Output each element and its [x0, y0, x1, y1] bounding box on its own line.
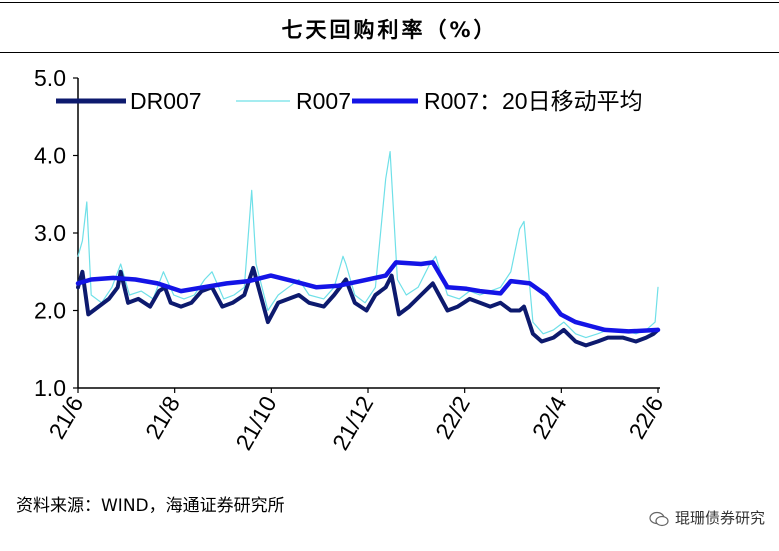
watermark-text: 琨珊债券研究 — [674, 509, 765, 527]
legend-label-r007: R007 — [296, 88, 351, 114]
line-chart: 1.02.03.04.05.0 21/6 21/8 21/10 21/12 22/2 22… — [34, 65, 668, 454]
y-ticks: 1.0 2.0 3.0 4.0 5.0 — [34, 65, 78, 401]
top-rule — [0, 2, 779, 3]
legend: DR007 R007 R007：20日移动平均 — [56, 88, 643, 114]
series-line-ma20 — [75, 260, 661, 334]
x-tick-label: 21/8 — [140, 392, 185, 444]
x-tick-label: 21/10 — [230, 392, 281, 455]
y-tick-label: 5.0 — [34, 65, 66, 91]
y-tick-label: 4.0 — [34, 143, 66, 169]
y-tick-label: 1.0 — [34, 375, 66, 401]
x-ticks: 21/6 21/8 21/10 21/12 22/2 22/4 22/6 — [43, 388, 668, 454]
series-line-dr007 — [76, 265, 660, 348]
axes: 1.02.03.04.05.0 21/6 21/8 21/10 21/12 22/2 22… — [34, 65, 668, 454]
series-layer — [75, 151, 661, 348]
x-tick-label: 22/2 — [430, 392, 475, 444]
wechat-icon — [649, 511, 669, 526]
legend-label-ma20: R007：20日移动平均 — [424, 88, 643, 114]
x-tick-label: 22/6 — [623, 392, 668, 444]
chart-title: 七天回购利率（%） — [281, 18, 498, 42]
source-note: 资料来源：WIND，海通证券研究所 — [16, 496, 285, 516]
series-line-r007 — [77, 151, 659, 339]
y-tick-label: 3.0 — [34, 220, 66, 246]
title-rule — [0, 52, 779, 53]
legend-label-dr007: DR007 — [130, 88, 202, 114]
x-tick-label: 21/12 — [327, 392, 378, 455]
watermark: 琨珊债券研究 — [649, 507, 765, 528]
y-tick-label: 2.0 — [34, 298, 66, 324]
x-tick-label: 22/4 — [527, 391, 572, 443]
